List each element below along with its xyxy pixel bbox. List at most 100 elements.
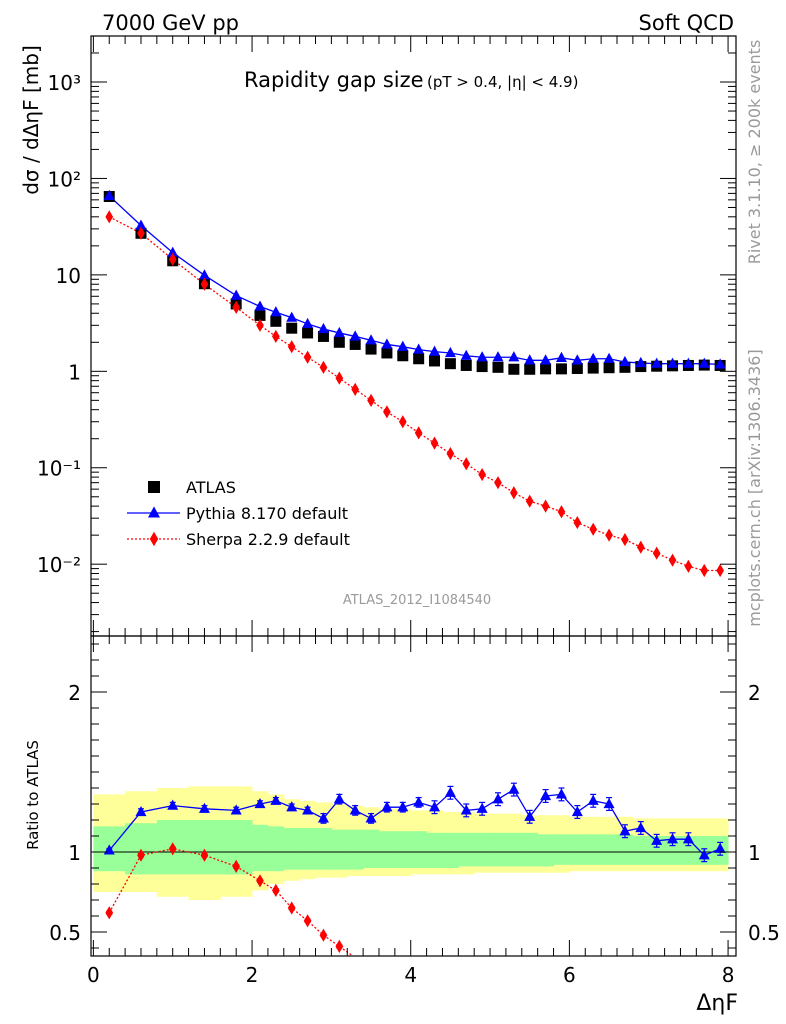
plot-title-cuts: (pT > 0.4, |η| < 4.9) [427,73,578,91]
sherpa-point [446,447,455,461]
x-axis-label: ΔηF [696,991,738,1016]
uncertainty-band-inner [442,832,459,868]
sherpa-point [303,350,312,364]
sherpa-ratio-point [319,928,328,942]
sherpa-point [589,522,598,536]
x-tick-label: 4 [404,963,417,987]
pythia-point [103,189,115,200]
pythia-ratio-point [476,802,488,813]
rivet-version-label: Rivet 3.1.10, ≥ 200k events [745,40,764,265]
uncertainty-band-inner [125,823,158,875]
uncertainty-band-inner [537,834,555,867]
pythia-point [444,346,456,358]
uncertainty-band-inner [616,834,634,865]
sherpa-ratio-point [200,848,209,862]
pythia-point [135,219,147,230]
atlas-point [413,353,425,365]
legend-label: ATLAS [186,478,236,497]
pythia-point [254,300,266,311]
pythia-point [571,354,583,365]
atlas-point [286,322,298,334]
sherpa-point [351,382,360,396]
sherpa-point [272,329,280,344]
mcplots-label: mcplots.cern.ch [arXiv:1306.3436] [745,349,764,626]
sherpa-point [525,494,534,508]
pythia-ratio-point [333,793,345,804]
sherpa-ratio-point [287,901,296,915]
analysis-label: ATLAS_2012_I1084540 [343,593,491,608]
ratio-y-tick-label-right: 2 [748,681,761,705]
pythia-point [619,355,631,367]
pythia-ratio-point [198,802,210,813]
pythia-point [230,289,242,300]
sherpa-ratio-point [137,848,145,862]
x-tick-label: 0 [87,963,100,987]
atlas-point [587,362,599,374]
pythia-ratio-point [230,804,242,815]
atlas-point [333,336,345,348]
y-tick-label: 10² [48,167,81,191]
atlas-point [270,315,282,327]
atlas-point [444,358,456,370]
pythia-ratio-point [492,793,504,804]
pythia-ratio-point [540,789,552,801]
pythia-ratio-point [667,833,679,844]
uncertainty-band-inner [363,829,380,868]
pythia-point [365,334,377,345]
sherpa-point [168,252,177,266]
sherpa-point [541,499,550,513]
sherpa-ratio-point [105,906,114,920]
sherpa-point [335,371,344,385]
pythia-ratio-point [571,805,583,817]
uncertainty-band-inner [632,836,650,865]
sherpa-point [232,300,241,315]
sherpa-point [105,210,114,224]
pythia-point [397,340,409,351]
pythia-point [603,352,615,363]
y-tick-label: 10³ [48,71,81,95]
sherpa-point [684,559,693,573]
sherpa-point [319,360,328,374]
pythia-ratio-point [413,796,425,807]
uncertainty-band-inner [188,820,221,875]
atlas-point [365,343,377,355]
sherpa-point [478,467,486,482]
y-tick-label: 10 [56,264,81,288]
sherpa-point [430,436,439,450]
main-panel: 10⁻² 10⁻¹ 1 10 10² 10³ Rapidity gap size (pT … [19,35,737,637]
atlas-point [603,362,615,374]
uncertainty-band-inner [267,826,285,872]
uncertainty-band-inner [458,832,475,867]
pythia-ratio-point [555,788,567,799]
pythia-point [651,357,663,368]
pythia-ratio-point [460,804,472,815]
energy-label: 7000 GeV pp [102,11,239,35]
x-tick-label: 2 [246,963,259,987]
atlas-point [381,347,393,359]
pythia-ratio-point [587,794,599,805]
uncertainty-band-inner [505,832,523,867]
pythia-point [381,338,393,349]
sherpa-point [573,515,582,530]
atlas-point [397,350,409,362]
sherpa-ratio-point [168,842,177,856]
uncertainty-band-inner [315,828,332,870]
pythia-ratio-point [302,804,314,815]
sherpa-point [652,546,661,560]
atlas-point [429,355,441,367]
sherpa-line [108,216,721,572]
y-tick-label: 1 [68,360,81,384]
pythia-point [460,349,472,360]
pythia-ratio-point [429,801,441,812]
uncertainty-band-inner [378,831,396,868]
pythia-ratio-point [698,849,710,860]
uncertainty-band-inner [426,832,443,868]
sherpa-point [605,528,613,542]
sherpa-point [494,476,502,490]
x-tick-label: 8 [722,963,735,987]
uncertainty-band-inner [410,831,428,868]
pythia-point [667,357,679,368]
x-tick-label: 6 [563,963,576,987]
pythia-point [333,326,345,338]
sherpa-point [462,457,471,471]
